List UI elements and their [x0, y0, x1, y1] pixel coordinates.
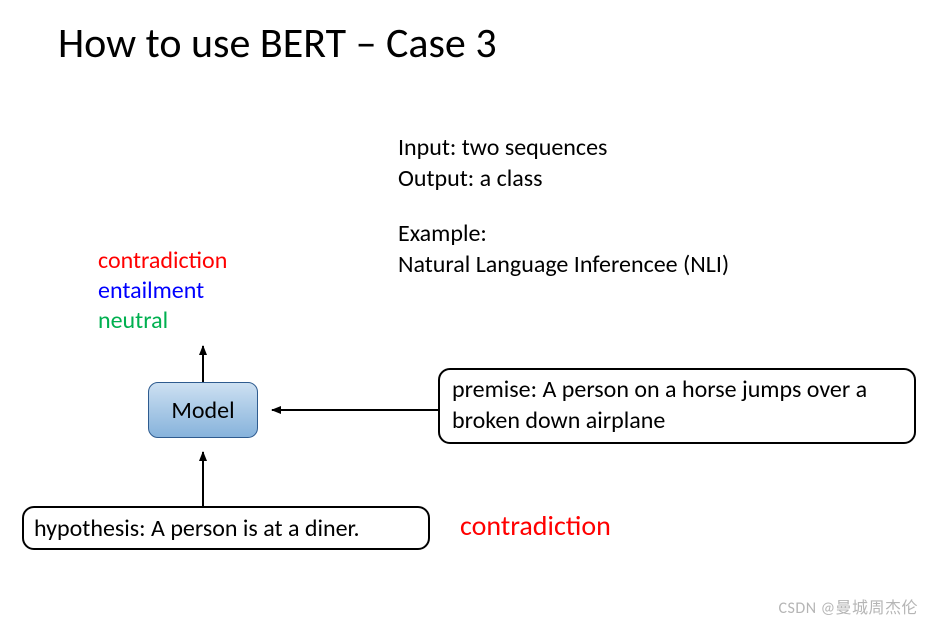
premise-node: premise: A person on a horse jumps over …	[438, 368, 916, 444]
example-description: Example: Natural Language Inferencee (NL…	[398, 218, 729, 280]
example-label: Example:	[398, 218, 729, 249]
watermark: CSDN @曼城周杰伦	[779, 594, 918, 618]
class-neutral: neutral	[98, 306, 227, 336]
class-contradiction: contradiction	[98, 246, 227, 276]
class-labels: contradiction entailment neutral	[98, 246, 227, 336]
io-description: Input: two sequences Output: a class	[398, 132, 607, 194]
model-label: Model	[171, 396, 234, 425]
hypothesis-node: hypothesis: A person is at a diner.	[22, 506, 430, 550]
output-line: Output: a class	[398, 163, 607, 194]
hypothesis-text: hypothesis: A person is at a diner.	[34, 514, 360, 543]
slide-title: How to use BERT – Case 3	[58, 18, 497, 69]
class-entailment: entailment	[98, 276, 227, 306]
example-text: Natural Language Inferencee (NLI)	[398, 249, 729, 280]
input-line: Input: two sequences	[398, 132, 607, 163]
result-label: contradiction	[460, 508, 611, 543]
premise-text: premise: A person on a horse jumps over …	[452, 375, 867, 435]
model-node: Model	[148, 382, 258, 438]
